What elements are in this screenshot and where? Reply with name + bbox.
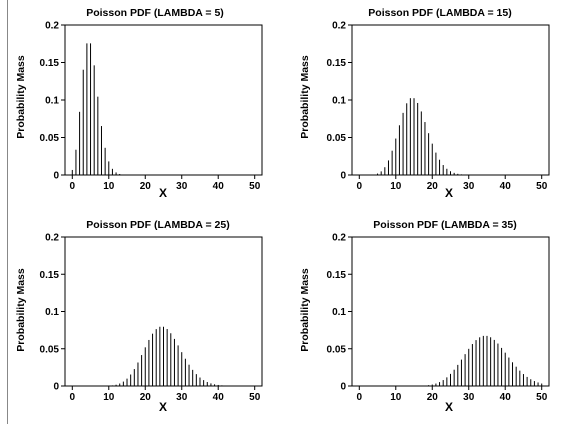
chart-panel-3: Poisson PDF (LAMBDA = 25) Probability Ma… [15, 219, 263, 414]
x-tick-label: 40 [500, 392, 512, 403]
x-tick-label: 40 [213, 181, 225, 192]
y-tick-label: 0.05 [40, 344, 60, 355]
x-tick-label: 40 [213, 392, 225, 403]
chart-title: Poisson PDF (LAMBDA = 25) [86, 219, 229, 231]
x-tick-label: 20 [427, 392, 439, 403]
chart-title: Poisson PDF (LAMBDA = 15) [368, 7, 511, 19]
y-axis-label: Probability Mass [15, 268, 27, 352]
x-tick-label: 30 [463, 392, 475, 403]
y-tick-label: 0 [53, 382, 59, 393]
x-axis-label: X [445, 400, 453, 414]
x-tick-label: 50 [249, 392, 261, 403]
chart-title: Poisson PDF (LAMBDA = 5) [86, 7, 224, 19]
x-tick-label: 20 [427, 181, 439, 192]
x-tick-label: 0 [357, 181, 363, 192]
y-tick-label: 0.1 [332, 96, 346, 107]
y-axis-label: Probability Mass [15, 55, 27, 139]
x-tick-label: 30 [176, 181, 188, 192]
x-tick-label: 0 [70, 392, 76, 403]
y-tick-label: 0.1 [332, 307, 346, 318]
x-axis-label: X [159, 186, 167, 200]
x-axis-label: X [445, 186, 453, 200]
plot-area: 0 0.05 0.1 0.15 0.2 0 10 20 30 40 50 [327, 233, 550, 403]
chart-title: Poisson PDF (LAMBDA = 35) [373, 219, 516, 231]
chart-panel-2: Poisson PDF (LAMBDA = 15) Probability Ma… [299, 7, 550, 200]
y-tick-label: 0 [53, 171, 59, 182]
plot-area: 0 0.05 0.1 0.15 0.2 0 10 20 30 40 50 [327, 21, 550, 192]
x-tick-label: 10 [103, 392, 115, 403]
plot-area: 0 0.05 0.1 0.15 0.2 0 10 20 30 40 50 [40, 233, 263, 403]
y-tick-label: 0.2 [45, 233, 59, 244]
y-tick-label: 0.15 [327, 270, 347, 281]
x-tick-label: 10 [390, 181, 402, 192]
plot-area: 0 0.05 0.1 0.15 0.2 0 10 20 30 40 50 [40, 21, 263, 192]
x-tick-label: 0 [70, 181, 76, 192]
x-tick-label: 30 [176, 392, 188, 403]
chart-panel-4: Poisson PDF (LAMBDA = 35) Probability Ma… [299, 219, 550, 414]
x-tick-label: 10 [390, 392, 402, 403]
y-tick-label: 0.1 [45, 307, 59, 318]
y-tick-label: 0.15 [40, 270, 60, 281]
chart-panel-1: Poisson PDF (LAMBDA = 5) Probability Mas… [15, 7, 263, 200]
plot-frame [351, 236, 550, 387]
y-tick-label: 0.2 [332, 21, 346, 32]
x-axis-label: X [159, 400, 167, 414]
y-tick-label: 0.1 [45, 96, 59, 107]
x-tick-label: 50 [536, 181, 548, 192]
y-axis-label: Probability Mass [299, 55, 311, 139]
y-tick-label: 0.2 [45, 21, 59, 32]
plot-frame [351, 24, 550, 176]
y-tick-label: 0.05 [327, 133, 347, 144]
x-tick-label: 0 [357, 392, 363, 403]
page-divider-line [7, 0, 8, 424]
x-tick-label: 50 [249, 181, 261, 192]
y-tick-label: 0 [340, 382, 346, 393]
x-tick-label: 50 [536, 392, 548, 403]
y-tick-label: 0.15 [327, 58, 347, 69]
x-tick-label: 40 [500, 181, 512, 192]
x-tick-label: 20 [140, 392, 152, 403]
y-tick-label: 0.05 [40, 133, 60, 144]
y-tick-label: 0 [340, 171, 346, 182]
x-tick-label: 10 [103, 181, 115, 192]
x-tick-label: 30 [463, 181, 475, 192]
x-tick-label: 20 [140, 181, 152, 192]
y-tick-label: 0.05 [327, 344, 347, 355]
y-tick-label: 0.2 [332, 233, 346, 244]
y-tick-label: 0.15 [40, 58, 60, 69]
y-axis-label: Probability Mass [299, 268, 311, 352]
